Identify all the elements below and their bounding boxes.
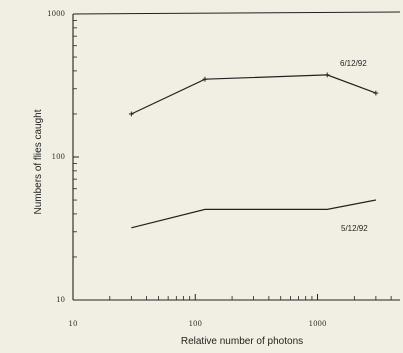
- series-line-1: [131, 199, 377, 229]
- y-major-ticks: [73, 13, 79, 301]
- series-group: [128, 72, 379, 229]
- plot-top-border: [72, 11, 401, 15]
- series-label-5-12-92: 5/12/92: [341, 224, 368, 233]
- x-tick-label-1000: 1000: [309, 320, 327, 328]
- y-tick-label-10: 10: [56, 296, 65, 304]
- x-tick-label-10: 10: [69, 320, 78, 328]
- series-line-0: [131, 74, 377, 115]
- y-tick-labels: 10 100 1000: [47, 10, 65, 304]
- x-tick-labels: 10 100 1000: [69, 320, 327, 328]
- x-major-ticks: [72, 294, 319, 300]
- y-tick-label-1000: 1000: [47, 10, 65, 18]
- y-minor-ticks: [73, 20, 77, 258]
- plot-area: [72, 11, 401, 301]
- x-minor-ticks: [109, 296, 392, 300]
- series-label-6-12-92: 6/12/92: [340, 59, 367, 68]
- x-axis-title: Relative number of photons: [181, 336, 303, 347]
- y-tick-label-100: 100: [52, 153, 65, 161]
- y-axis-title: Numbers of flies caught: [33, 109, 44, 214]
- x-tick-label-100: 100: [189, 320, 202, 328]
